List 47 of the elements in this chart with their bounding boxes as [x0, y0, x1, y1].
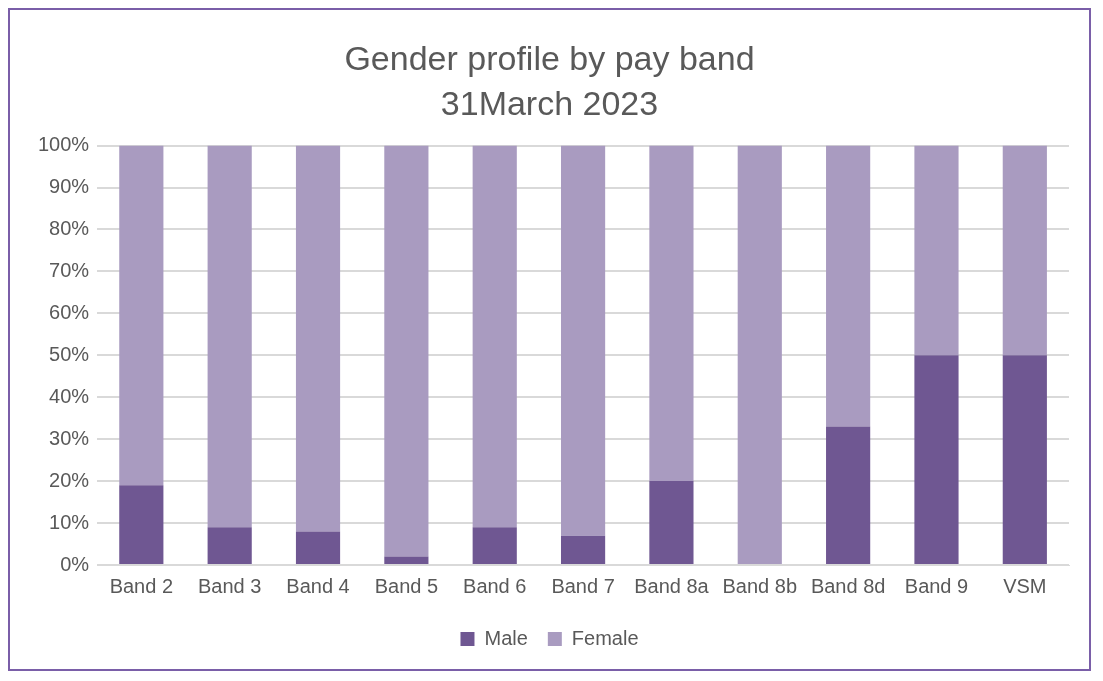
- bar: [384, 145, 429, 557]
- bar: [560, 145, 606, 536]
- x-tick-label: Band 5: [374, 574, 439, 597]
- y-tick-label: 60%: [49, 300, 90, 323]
- bar: [826, 145, 871, 427]
- chart-title: Gender profile by pay band: [344, 38, 755, 77]
- bar: [472, 527, 517, 564]
- bar: [560, 535, 606, 564]
- bar: [119, 485, 164, 564]
- x-tick-label: Band 9: [904, 574, 969, 597]
- x-tick-label: Band 8b: [722, 574, 798, 597]
- x-tick-label: Band 3: [197, 574, 262, 597]
- bar: [914, 355, 959, 564]
- bar: [914, 145, 959, 356]
- y-tick-label: 30%: [49, 426, 90, 449]
- y-tick-label: 10%: [49, 510, 90, 533]
- bar: [295, 531, 341, 564]
- bar: [737, 145, 782, 564]
- x-tick-label: Band 8a: [634, 574, 710, 597]
- y-tick-label: 0%: [60, 552, 90, 575]
- chart-subtitle: 31March 2023: [440, 83, 659, 122]
- bar: [472, 145, 517, 528]
- x-tick-label: Band 2: [109, 574, 174, 597]
- bar: [384, 556, 429, 564]
- y-tick-label: 100%: [38, 133, 90, 156]
- bar: [1002, 145, 1047, 356]
- bar: [207, 527, 252, 564]
- legend-label: Female: [571, 626, 639, 649]
- bar: [1002, 355, 1047, 564]
- bar: [295, 145, 341, 532]
- y-tick-label: 70%: [49, 258, 90, 281]
- y-tick-label: 80%: [49, 217, 90, 239]
- y-tick-label: 40%: [49, 384, 90, 407]
- x-tick-label: Band 4: [286, 574, 350, 597]
- x-tick-label: Band 7: [551, 574, 615, 597]
- x-tick-label: VSM: [1003, 574, 1047, 597]
- bar: [119, 145, 164, 486]
- legend-label: Male: [484, 626, 528, 649]
- x-tick-label: Band 8d: [810, 574, 886, 597]
- bar: [649, 145, 694, 482]
- bar: [826, 426, 871, 564]
- x-tick-label: Band 6: [463, 574, 527, 597]
- bar: [649, 481, 694, 564]
- bar: [207, 145, 252, 528]
- y-tick-label: 50%: [49, 342, 90, 365]
- y-tick-label: 90%: [49, 175, 90, 198]
- y-tick-label: 20%: [49, 468, 90, 491]
